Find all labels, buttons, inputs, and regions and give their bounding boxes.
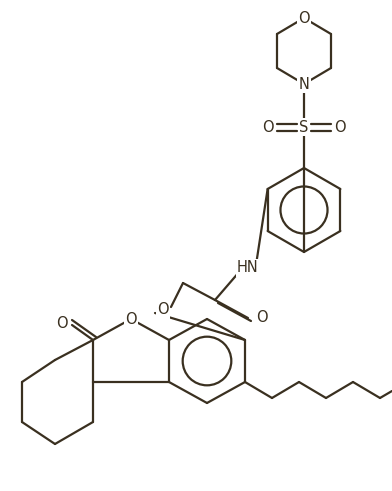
Text: O: O (262, 119, 274, 135)
Text: O: O (125, 311, 137, 327)
Text: N: N (299, 77, 309, 91)
Text: HN: HN (237, 261, 259, 275)
Text: O: O (298, 10, 310, 26)
Text: O: O (334, 119, 346, 135)
Text: O: O (157, 302, 169, 318)
Text: O: O (56, 316, 68, 330)
Text: S: S (299, 119, 309, 135)
Text: O: O (256, 310, 268, 326)
